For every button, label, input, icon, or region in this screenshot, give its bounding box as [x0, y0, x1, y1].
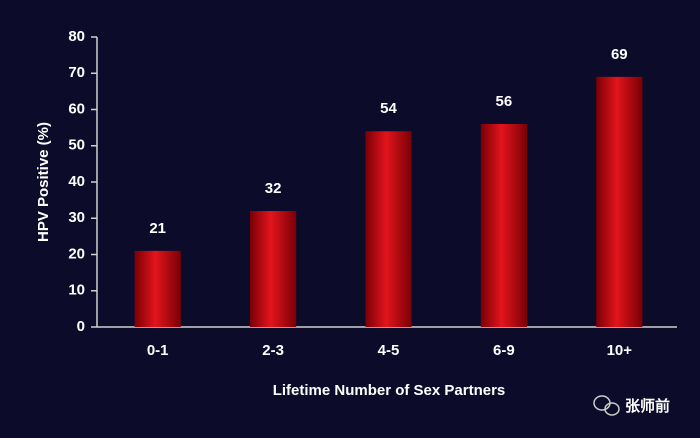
y-tick-label: 0	[77, 318, 85, 335]
bar	[250, 211, 297, 327]
bar	[365, 131, 412, 327]
x-tick-label: 6-9	[493, 342, 515, 359]
watermark: 张师前	[625, 397, 670, 415]
bar	[480, 124, 527, 327]
bar	[596, 76, 643, 327]
value-label: 54	[380, 100, 397, 117]
x-tick-label: 0-1	[147, 342, 169, 359]
y-axis-title: HPV Positive (%)	[35, 122, 52, 242]
value-label: 56	[496, 93, 513, 110]
y-tick-label: 40	[68, 173, 85, 190]
y-tick-label: 10	[68, 282, 85, 299]
x-axis-title: Lifetime Number of Sex Partners	[273, 382, 506, 399]
y-tick-label: 30	[68, 209, 85, 226]
y-tick-label: 80	[68, 28, 85, 45]
watermark-icon	[593, 395, 620, 416]
y-tick-label: 20	[68, 245, 85, 262]
y-tick-label: 70	[68, 64, 85, 81]
x-tick-label: 10+	[607, 342, 633, 359]
y-tick-label: 50	[68, 137, 85, 154]
value-label: 21	[149, 220, 166, 237]
bar	[134, 250, 181, 327]
value-label: 69	[611, 46, 628, 63]
value-label: 32	[265, 180, 282, 197]
x-tick-label: 2-3	[262, 342, 284, 359]
x-tick-label: 4-5	[378, 342, 400, 359]
y-tick-label: 60	[68, 100, 85, 117]
